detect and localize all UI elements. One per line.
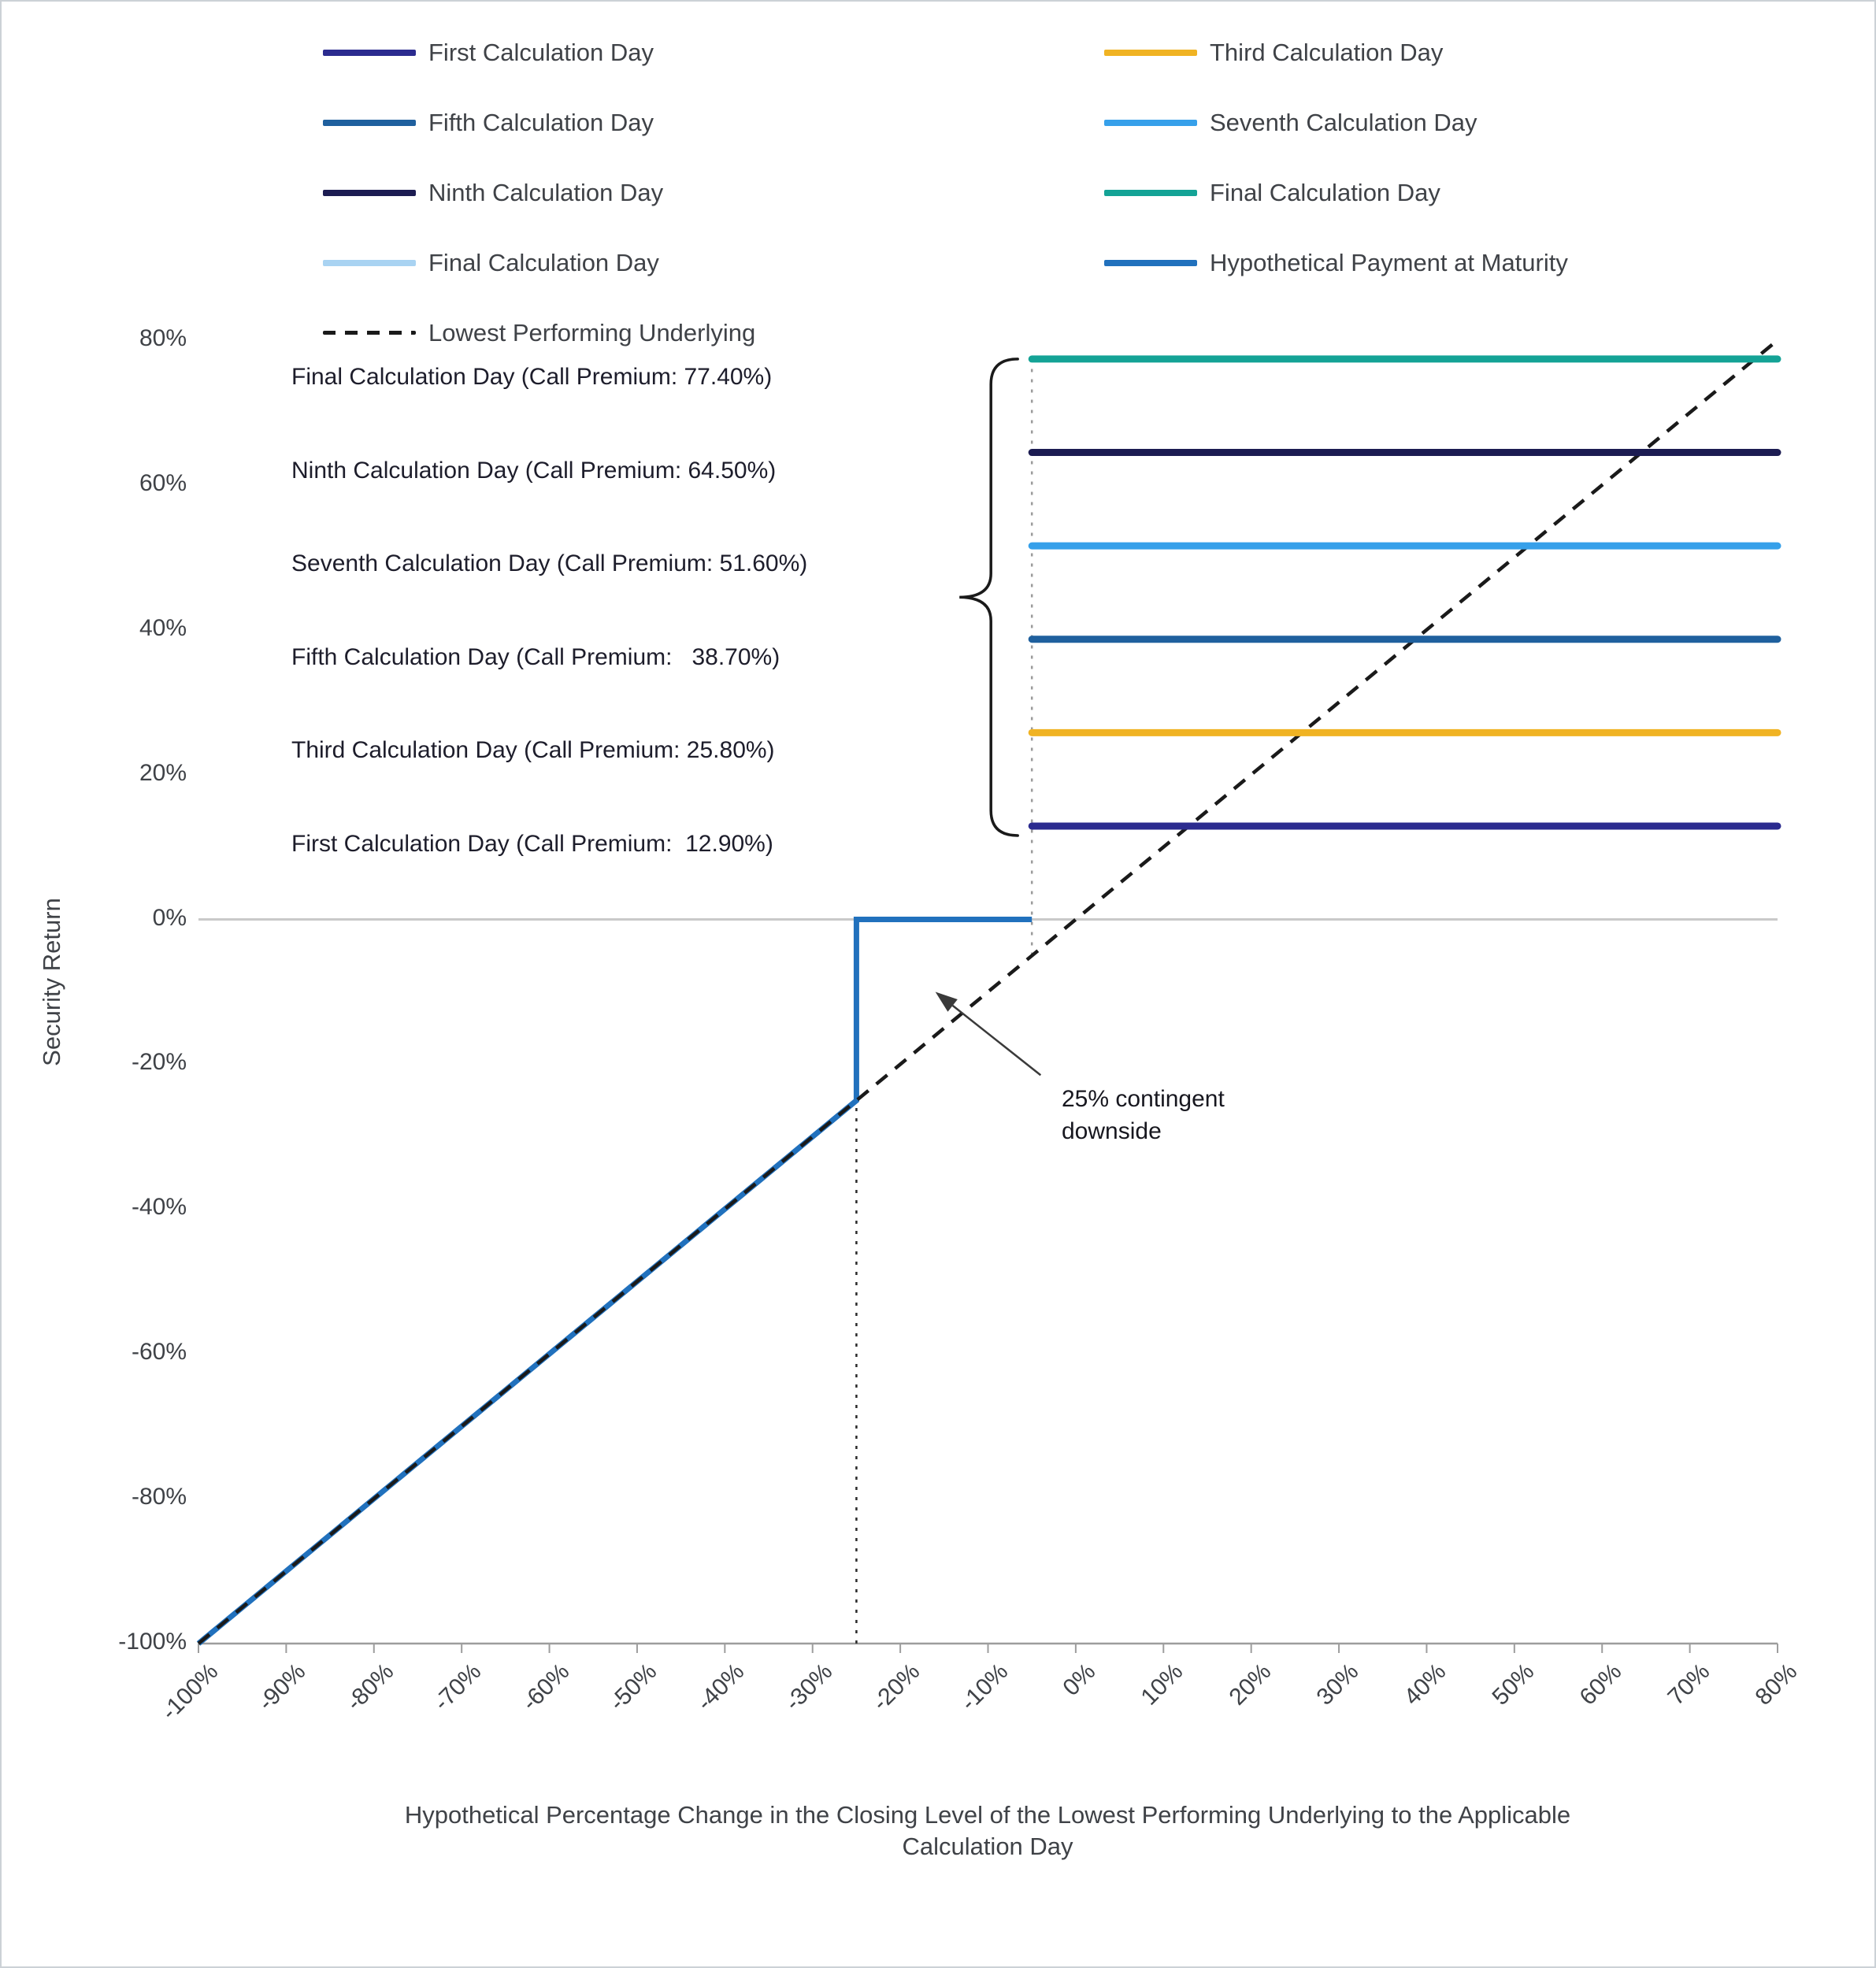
legend-line-swatch xyxy=(323,259,416,266)
downside-annotation: 25% contingent downside xyxy=(1062,1086,1225,1144)
y-tick-label: -80% xyxy=(131,1484,187,1510)
legend-line-swatch xyxy=(1104,259,1197,266)
y-tick-label: 80% xyxy=(139,325,187,351)
legend-line-swatch xyxy=(1104,49,1197,56)
x-axis-title: Hypothetical Percentage Change in the Cl… xyxy=(404,1801,1571,1861)
legend-item: Final Calculation Day xyxy=(323,249,1104,277)
legend-item: Final Calculation Day xyxy=(1104,179,1568,207)
legend-item: Third Calculation Day xyxy=(1104,39,1568,67)
legend-line-swatch xyxy=(1104,119,1197,126)
legend-label: Final Calculation Day xyxy=(1210,178,1440,206)
brace xyxy=(959,358,1019,837)
legend-line-swatch xyxy=(1104,189,1197,196)
y-tick-label: 40% xyxy=(139,614,187,641)
call-premium-label: Fifth Calculation Day (Call Premium: 38.… xyxy=(291,643,780,670)
series-payment-at-maturity xyxy=(196,917,1033,1646)
y-tick-label: -20% xyxy=(131,1049,187,1076)
legend-label: Hypothetical Payment at Maturity xyxy=(1210,248,1568,276)
series-lowest-performing-underlying xyxy=(197,339,1779,1645)
legend-line-swatch xyxy=(323,189,416,196)
call-premium-label: Ninth Calculation Day (Call Premium: 64.… xyxy=(291,457,777,484)
legend-label: Final Calculation Day xyxy=(428,248,659,276)
legend-line-swatch xyxy=(323,49,416,56)
y-tick-label: -100% xyxy=(118,1629,187,1655)
y-tick-label: 60% xyxy=(139,469,187,496)
legend-dashed-line-swatch xyxy=(323,331,416,335)
call-premium-label: First Calculation Day (Call Premium: 12.… xyxy=(291,830,773,857)
legend-label: Seventh Calculation Day xyxy=(1210,108,1477,136)
downside-arrow-head xyxy=(935,991,958,1012)
legend-item: Fifth Calculation Day xyxy=(323,109,1104,137)
legend-label: Fifth Calculation Day xyxy=(428,108,654,136)
legend-item: Seventh Calculation Day xyxy=(1104,109,1568,137)
legend-label: Lowest Performing Underlying xyxy=(428,318,756,347)
legend: First Calculation Day Third Calculation D… xyxy=(323,17,1568,368)
legend-item: First Calculation Day xyxy=(323,39,1104,67)
call-premium-label: Third Calculation Day (Call Premium: 25.… xyxy=(291,737,775,764)
legend-label: Third Calculation Day xyxy=(1210,38,1444,66)
legend-item: Hypothetical Payment at Maturity xyxy=(1104,249,1568,277)
y-tick-label: 0% xyxy=(152,904,187,931)
legend-item: Lowest Performing Underlying xyxy=(323,319,1104,347)
y-tick-label: -60% xyxy=(131,1339,187,1366)
call-premium-label: Seventh Calculation Day (Call Premium: 5… xyxy=(291,550,808,577)
y-tick-label: 20% xyxy=(139,759,187,786)
legend-item: Ninth Calculation Day xyxy=(323,179,1104,207)
y-axis-title: Security Return xyxy=(38,898,65,1066)
legend-label: Ninth Calculation Day xyxy=(428,178,664,206)
legend-line-swatch xyxy=(323,119,416,126)
downside-arrow-line xyxy=(951,1004,1042,1077)
y-tick-label: -40% xyxy=(131,1194,187,1221)
legend-label: First Calculation Day xyxy=(428,38,654,66)
call-premium-label: Final Calculation Day (Call Premium: 77.… xyxy=(291,363,773,390)
